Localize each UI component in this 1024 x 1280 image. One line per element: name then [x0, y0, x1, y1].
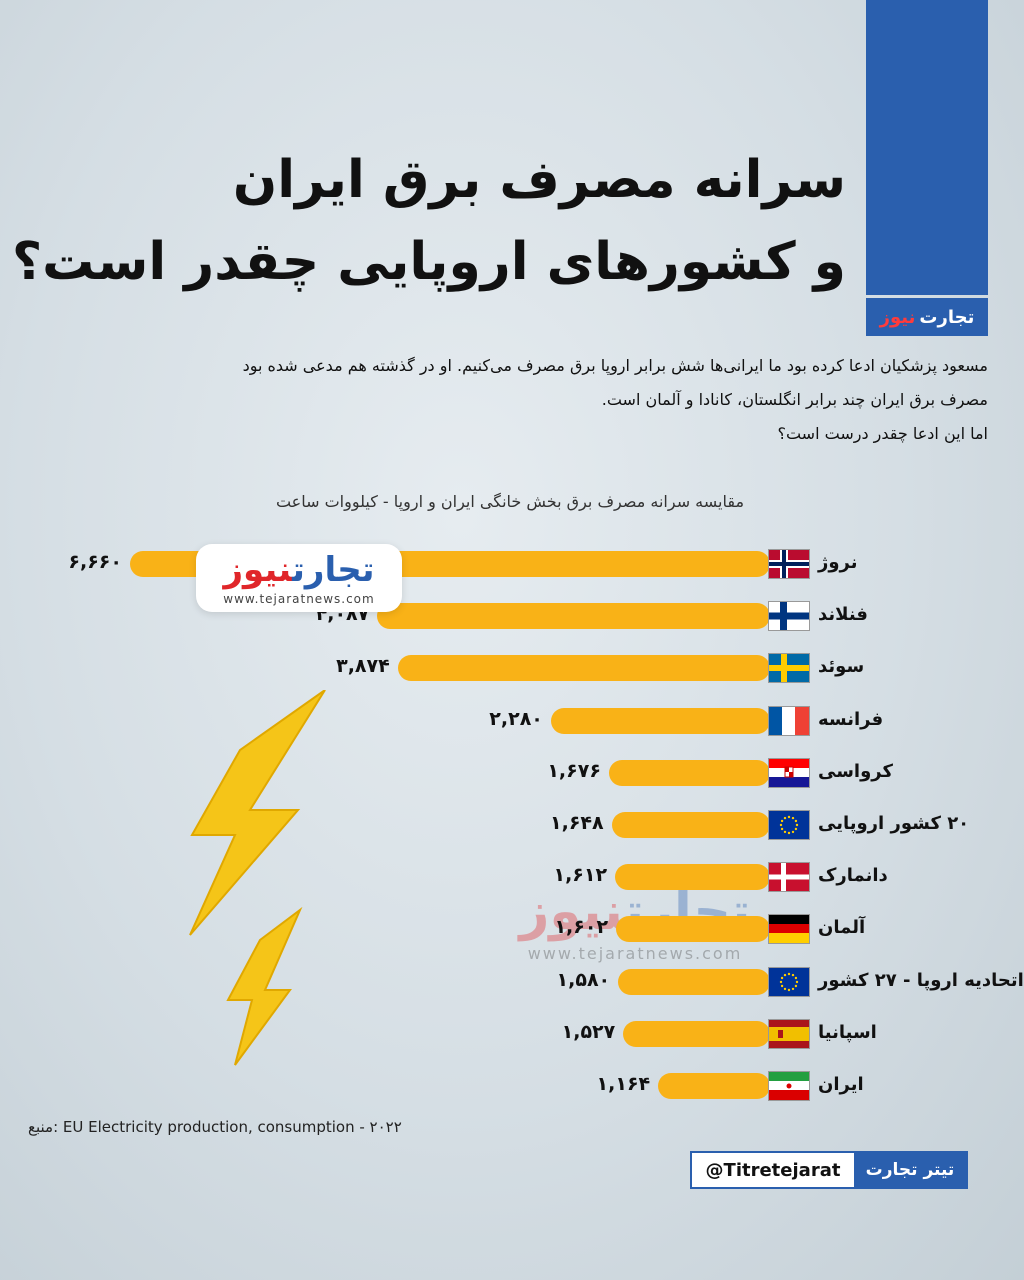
handle-brand: تیتر تجارت — [854, 1153, 966, 1187]
bar-value-label: ۱,۶۷۶ — [547, 759, 601, 782]
tejaratnews-logo-card: تجارتنیوز www.tejaratnews.com — [196, 544, 402, 612]
chart-bar — [616, 916, 770, 943]
category-label: نروژ — [818, 552, 858, 573]
chart-bar — [618, 968, 770, 995]
logo-part2: نیوز — [223, 550, 293, 590]
brand-logo-part1: تجارت — [919, 306, 975, 328]
category-label: دانمارک — [818, 865, 888, 887]
category-label: سوئد — [818, 656, 865, 678]
title-line1: سرانه مصرف برق ایران — [232, 150, 846, 210]
watermark-url: www.tejaratnews.com — [527, 944, 743, 963]
chart-bar — [623, 1020, 770, 1047]
norway-flag-icon — [768, 549, 810, 579]
bar-value-label: ۱,۵۸۰ — [556, 968, 611, 991]
source-note: منبع: EU Electricity production, consump… — [28, 1118, 402, 1136]
category-label: ۲۰ کشور اروپایی — [818, 813, 970, 834]
france-flag-icon — [768, 705, 810, 736]
chart-bar — [397, 655, 770, 682]
chart-title: مقایسه سرانه مصرف برق بخش خانگی ایران و … — [275, 492, 745, 511]
bar-value-label: ۱,۵۲۷ — [561, 1020, 616, 1043]
category-label: اتحادیه اروپا - ۲۷ کشور — [818, 969, 1024, 991]
category-label: ایران — [818, 1074, 864, 1095]
eu-flag-icon — [768, 810, 810, 840]
chart-bar — [658, 1073, 770, 1099]
chart-bar — [550, 707, 770, 734]
bar-value-label: ۱,۶۴۸ — [550, 812, 604, 834]
intro-line2: مصرف برق ایران چند برابر انگلستان، کاناد… — [601, 390, 988, 409]
category-label: اسپانیا — [818, 1021, 877, 1043]
chart-bar — [377, 603, 770, 630]
logo-part1: تجارت — [292, 550, 375, 590]
lightning-bolt-icon — [189, 690, 326, 1066]
spain-flag-icon — [768, 1018, 810, 1049]
iran-flag-icon — [768, 1071, 810, 1101]
chart-bar — [611, 812, 770, 838]
social-handle-badge: @Titretejarat تیتر تجارت — [690, 1151, 968, 1189]
croatia-flag-icon — [768, 757, 810, 788]
bar-value-label: ۱,۱۶۴ — [596, 1073, 651, 1095]
bar-value-label: ۳,۸۷۴ — [336, 655, 390, 678]
bar-value-label: ۲,۲۸۰ — [489, 707, 543, 730]
category-label: کرواسی — [818, 760, 893, 782]
brand-logo-box: تجارت نیوز — [866, 298, 988, 336]
category-label: فنلاند — [818, 604, 868, 626]
sweden-flag-icon — [768, 653, 810, 684]
logo-url: www.tejaratnews.com — [223, 592, 375, 606]
intro-line1: مسعود پزشکیان ادعا کرده بود ما ایرانی‌ها… — [242, 356, 988, 375]
category-label: آلمان — [818, 917, 866, 939]
category-label: فرانسه — [818, 708, 884, 730]
brand-logo-part2: نیوز — [879, 306, 916, 328]
denmark-flag-icon — [768, 862, 810, 893]
watermark: تجارتنیوز www.tejaratnews.com — [490, 880, 780, 1000]
finland-flag-icon — [768, 601, 810, 632]
bar-value-label: ۶,۶۶۰ — [68, 551, 122, 573]
watermark-part2: نیوز — [519, 882, 625, 942]
chart-bar — [608, 759, 770, 786]
chart-bar — [615, 864, 770, 891]
eu-flag-icon — [768, 966, 810, 997]
handle-text: @Titretejarat — [692, 1153, 854, 1187]
bar-value-label: ۱,۶۰۲ — [554, 916, 609, 939]
germany-flag-icon — [768, 914, 810, 945]
intro-line3: اما این ادعا چقدر درست است؟ — [777, 424, 988, 443]
brand-strip — [866, 0, 988, 295]
bar-value-label: ۱,۶۱۲ — [553, 864, 608, 887]
title-line2: و کشورهای اروپایی چقدر است؟ — [12, 232, 846, 292]
